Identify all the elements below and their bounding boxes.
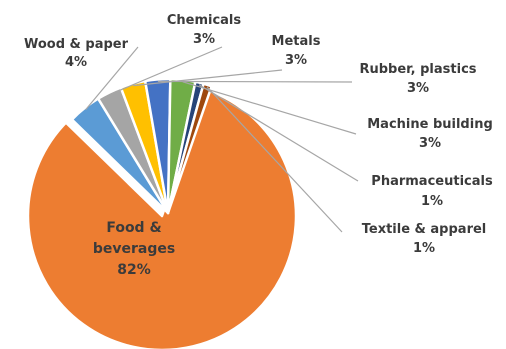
pie-slice-textile-apparel xyxy=(166,82,213,215)
leader-line-machine-building xyxy=(182,81,357,135)
pie-slice-food-beverages xyxy=(26,88,298,349)
leader-line-chemicals xyxy=(109,46,223,95)
leader-line-metals xyxy=(133,69,283,87)
leader-line-rubber-plastics xyxy=(157,80,353,83)
data-label-textile-apparel: Textile & apparel 1% xyxy=(362,222,487,256)
leader-line-wood-paper xyxy=(85,46,139,111)
data-label-machine-building: Machine building 3% xyxy=(367,117,493,151)
data-label-pharmaceuticals: Pharmaceuticals 1% xyxy=(371,174,493,209)
data-label-metals: Metals 3% xyxy=(272,34,321,68)
data-label-rubber-plastics: Rubber, plastics 3% xyxy=(359,62,476,96)
leader-line-textile-apparel xyxy=(206,86,343,233)
leader-lines-layer xyxy=(85,46,359,233)
slices-layer xyxy=(26,77,298,349)
data-label-food-beverages: Food & beverages 82% xyxy=(93,220,175,278)
data-label-wood-paper: Wood & paper 4% xyxy=(24,37,129,70)
data-label-chemicals: Chemicals 3% xyxy=(167,13,242,47)
labels-layer: Food & beverages 82% Wood & paper 4% Chemical… xyxy=(24,13,493,278)
leader-line-pharmaceuticals xyxy=(198,84,359,182)
